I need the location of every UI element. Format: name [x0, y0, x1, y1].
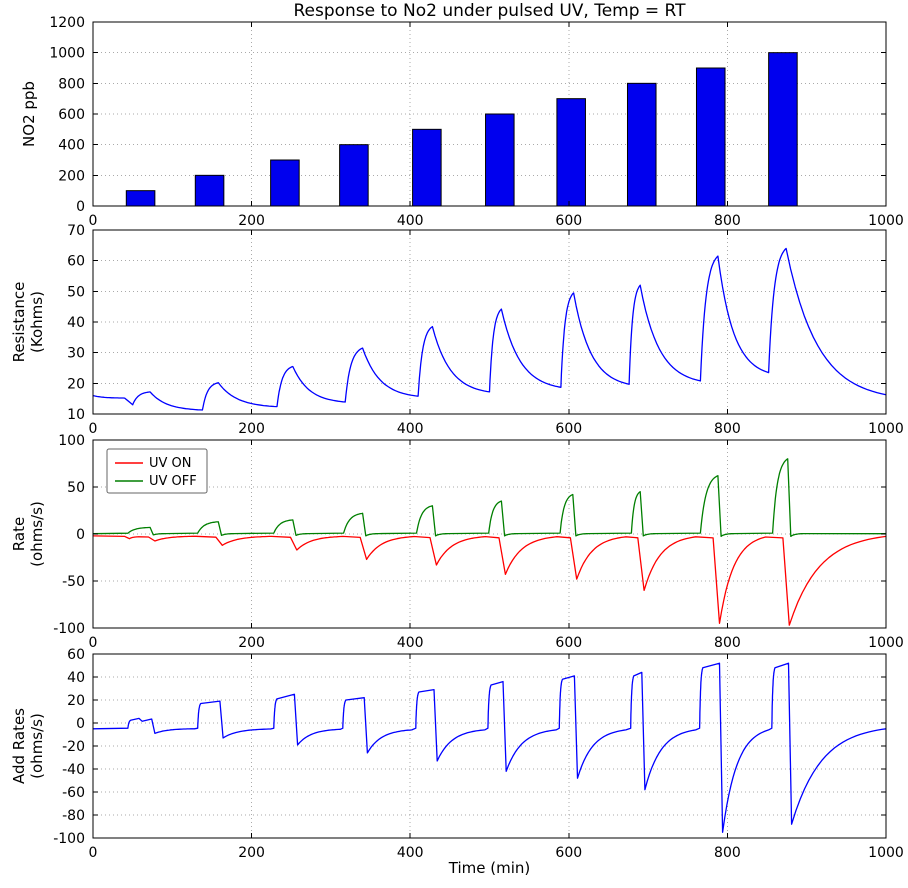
x-tick-label: 400 [397, 421, 424, 437]
bar [270, 159, 300, 207]
x-tick-label: 0 [89, 421, 98, 437]
y-tick-label: 200 [58, 168, 85, 184]
x-tick-label: 0 [89, 845, 98, 861]
y-tick-label: 10 [67, 407, 85, 423]
x-tick-label: 600 [555, 421, 582, 437]
y-tick-label: 0 [76, 527, 85, 543]
legend-label-uv-off: UV OFF [149, 474, 197, 489]
y-tick-label: -20 [62, 739, 85, 755]
x-tick-label: 400 [397, 213, 424, 229]
y-tick-label: 60 [67, 647, 85, 663]
series-resistance [92, 247, 887, 411]
bar [485, 113, 515, 207]
x-tick-label: 200 [238, 213, 265, 229]
y-tick-label: 100 [58, 433, 85, 449]
y-tick-label: 70 [67, 223, 85, 239]
bar [695, 67, 726, 207]
y-tick-label: -60 [62, 785, 85, 801]
y-tick-label: 40 [67, 315, 85, 331]
y-axis-label: Rate(ohms/s) [10, 501, 46, 567]
y-tick-label: 600 [58, 107, 85, 123]
subplot-add-rates: 0 200 400 600 800 1000 -100 -80 -60 -40 -20 0 20 40 60… [10, 647, 904, 861]
bar [412, 128, 442, 207]
y-axis-label: NO2 ppb [20, 81, 38, 147]
x-tick-label: 0 [89, 213, 98, 229]
y-tick-label: 20 [67, 693, 85, 709]
y-tick-label: -80 [62, 808, 85, 824]
legend-box [106, 448, 208, 494]
x-axis-label: Time (min) [448, 859, 531, 877]
x-tick-label: 1000 [868, 421, 904, 437]
bar [339, 144, 369, 207]
bar [626, 82, 657, 207]
bar [194, 174, 225, 207]
x-tick-label: 600 [555, 213, 582, 229]
legend: UV ON UV OFF [106, 448, 208, 494]
legend-label-uv-on: UV ON [149, 456, 192, 471]
bar [768, 52, 798, 207]
x-tick-label: 800 [714, 845, 741, 861]
axes-frame [92, 439, 887, 629]
y-tick-label: 60 [67, 254, 85, 270]
x-tick-label: 200 [238, 845, 265, 861]
x-tick-label: 600 [555, 845, 582, 861]
bar [556, 98, 586, 207]
y-tick-label: 0 [76, 199, 85, 215]
y-tick-label: -100 [53, 621, 85, 637]
x-tick-label: 800 [714, 635, 741, 651]
y-tick-label: 20 [67, 376, 85, 392]
subplot-resistance: 0 200 400 600 800 1000 10 20 30 40 50 60 70 Resistanc… [10, 223, 904, 437]
series-add-rates [92, 662, 887, 833]
axes-frame [92, 229, 887, 415]
x-tick-label: 400 [397, 635, 424, 651]
x-tick-label: 200 [238, 421, 265, 437]
y-tick-label: 1000 [49, 46, 85, 62]
x-tick-label: 1000 [868, 845, 904, 861]
y-tick-label: -40 [62, 762, 85, 778]
x-tick-label: 1000 [868, 635, 904, 651]
series-uv-on [92, 535, 887, 626]
y-tick-label: 400 [58, 138, 85, 154]
bar [125, 190, 156, 207]
y-tick-label: 40 [67, 670, 85, 686]
x-tick-label: 800 [714, 213, 741, 229]
y-tick-label: 800 [58, 76, 85, 92]
y-tick-label: 30 [67, 346, 85, 362]
y-tick-label: 50 [67, 284, 85, 300]
x-tick-label: 800 [714, 421, 741, 437]
axes-frame [92, 21, 887, 207]
axes-frame [92, 653, 887, 839]
subplot-no2-concentration: 0 200 400 600 800 1000 0 200 400 600 800 1000 1200 NO… [20, 15, 904, 229]
series-uv-off [92, 458, 887, 538]
x-tick-label: 200 [238, 635, 265, 651]
x-tick-label: 0 [89, 635, 98, 651]
x-tick-label: 1000 [868, 213, 904, 229]
chart-title: Response to No2 under pulsed UV, Temp = … [293, 1, 686, 21]
y-tick-label: -100 [53, 831, 85, 847]
subplot-rate: 0 200 400 600 800 1000 -100 -50 0 50 100 Rate(ohms/… [10, 433, 904, 651]
y-axis-label: Resistance(Kohms) [10, 282, 46, 363]
y-axis-label: Add Rates(ohms/s) [10, 708, 46, 784]
y-tick-label: 0 [76, 716, 85, 732]
x-tick-label: 400 [397, 845, 424, 861]
x-tick-label: 600 [555, 635, 582, 651]
y-tick-label: -50 [62, 574, 85, 590]
y-tick-label: 50 [67, 480, 85, 496]
y-tick-label: 1200 [49, 15, 85, 31]
